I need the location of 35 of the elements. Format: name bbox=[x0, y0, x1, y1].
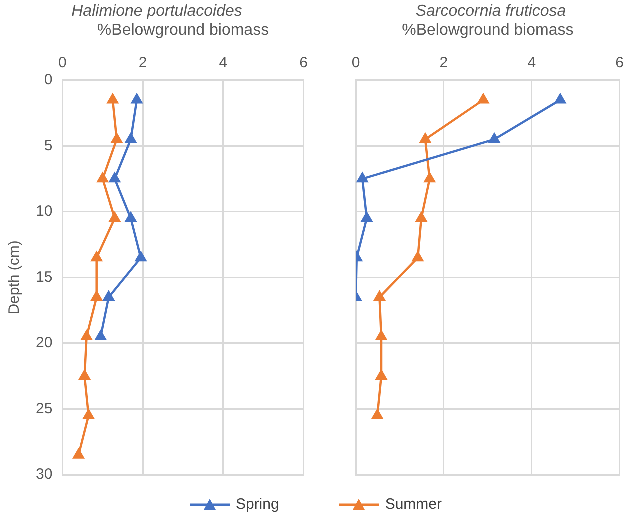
x-axis-title: %Belowground biomass bbox=[97, 22, 270, 40]
y-tick-label: 0 bbox=[44, 72, 53, 89]
y-tick-label: 15 bbox=[36, 268, 53, 286]
point bbox=[376, 330, 387, 341]
point bbox=[357, 172, 368, 183]
x-tick-label: 0 bbox=[352, 54, 360, 72]
point bbox=[489, 133, 500, 144]
legend-label: Summer bbox=[385, 496, 442, 513]
point bbox=[374, 291, 386, 302]
point bbox=[416, 212, 427, 222]
point bbox=[362, 212, 372, 222]
point bbox=[376, 370, 387, 380]
y-tick-label: 25 bbox=[36, 400, 53, 418]
point bbox=[478, 94, 489, 104]
x-tick-label: 2 bbox=[138, 54, 148, 72]
y-tick-label: 30 bbox=[36, 466, 53, 484]
point bbox=[412, 252, 424, 262]
x-tick-label: 2 bbox=[440, 54, 448, 72]
legend-label: Spring bbox=[236, 496, 280, 513]
point bbox=[424, 172, 436, 183]
point bbox=[555, 94, 566, 104]
y-tick-label: 10 bbox=[36, 203, 53, 220]
point bbox=[420, 133, 431, 144]
x-axis-title: %Belowground biomass bbox=[402, 22, 574, 40]
chart-title: Halimione portulacoides bbox=[72, 3, 242, 20]
x-tick-label: 6 bbox=[300, 54, 308, 72]
x-tick-label: 6 bbox=[616, 54, 624, 72]
y-tick-label: 20 bbox=[36, 334, 53, 352]
y-axis-title: Depth (cm) bbox=[6, 240, 24, 315]
x-tick-label: 0 bbox=[58, 54, 67, 72]
chart-title: Sarcocornia fruticosa bbox=[416, 3, 566, 20]
x-tick-label: 4 bbox=[528, 54, 536, 72]
y-tick-label: 5 bbox=[44, 137, 53, 154]
point bbox=[372, 410, 383, 420]
x-tick-label: 4 bbox=[219, 54, 228, 72]
